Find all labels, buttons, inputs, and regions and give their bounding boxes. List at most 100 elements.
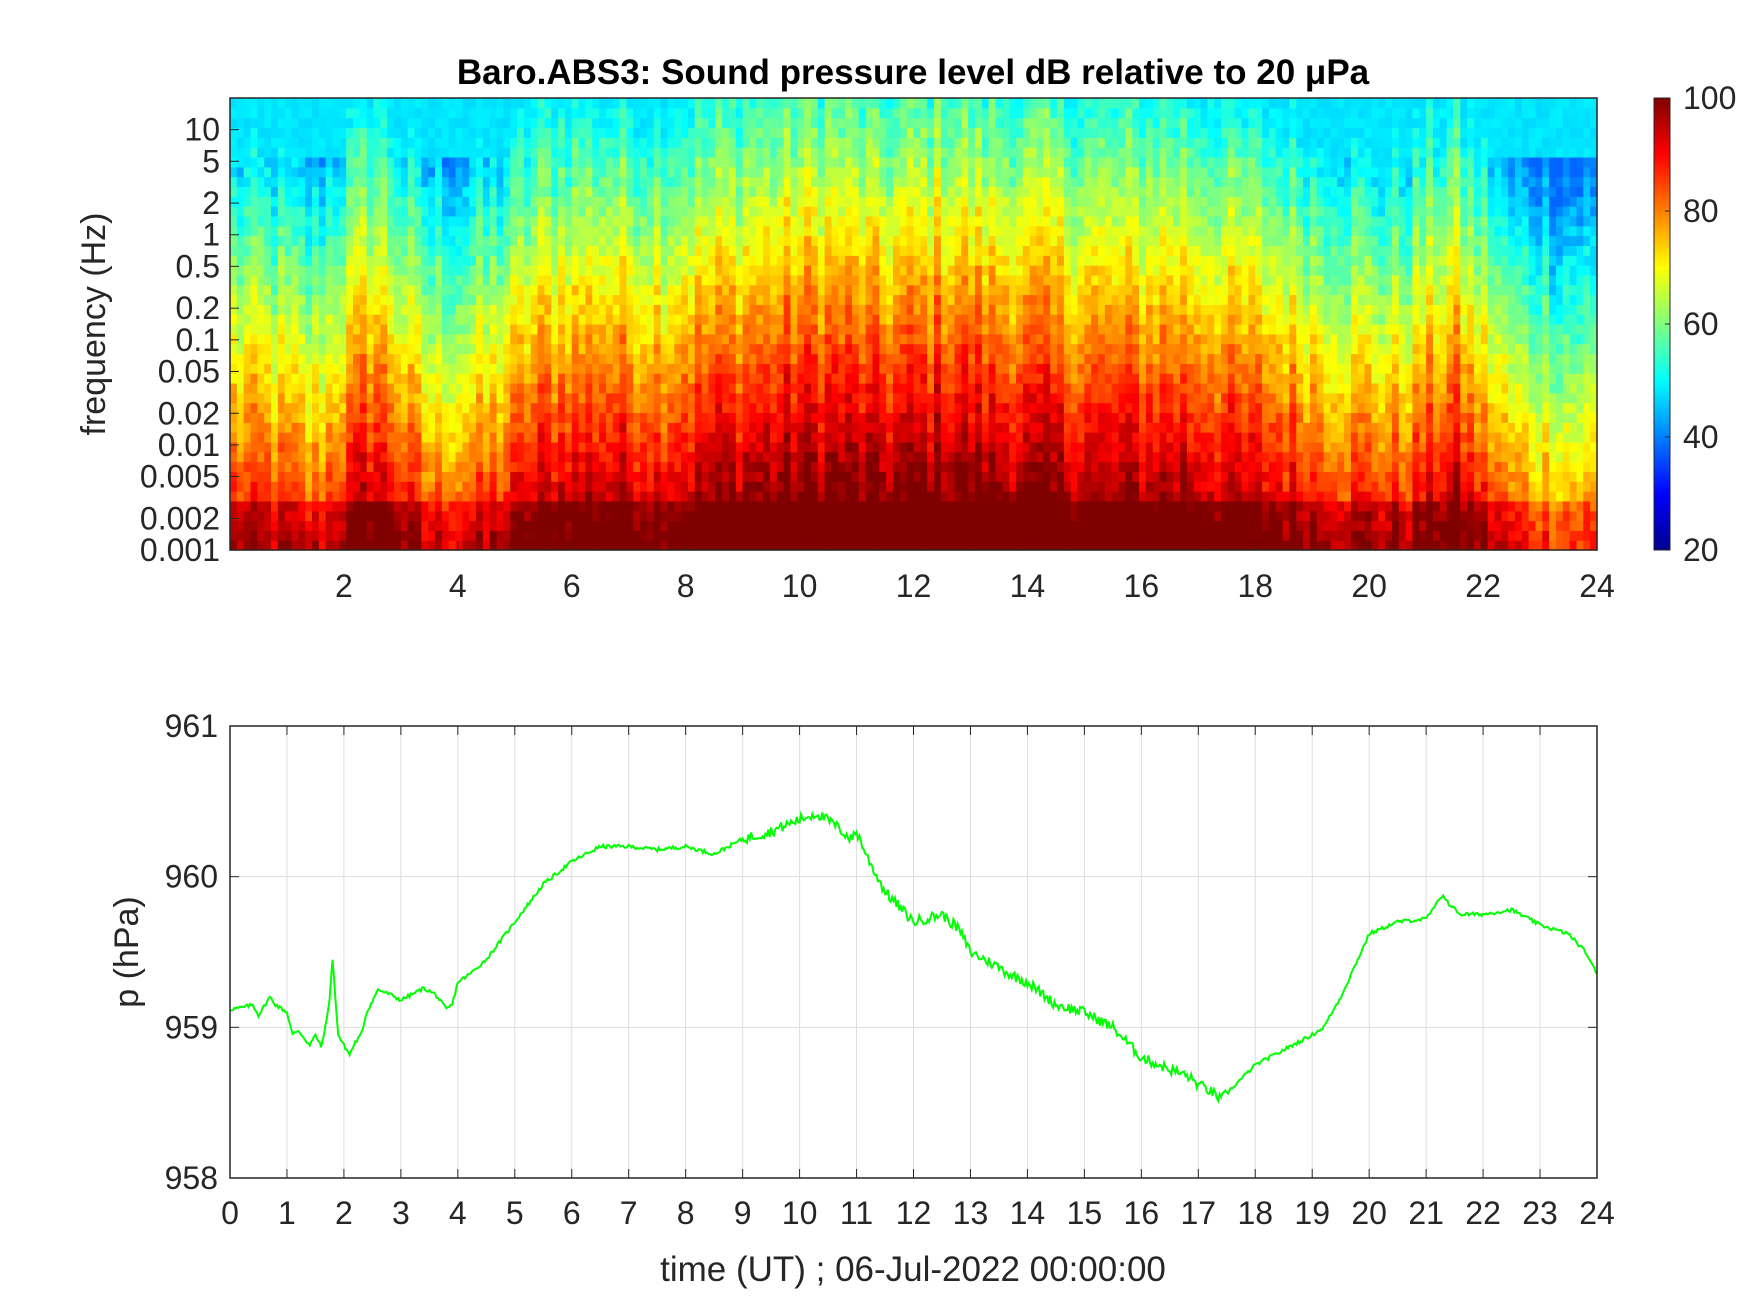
spectrogram-cell (325, 186, 334, 197)
spectrogram-cell (763, 530, 771, 541)
spectrogram-cell (250, 382, 258, 394)
spectrogram-cell (810, 392, 819, 404)
spectrogram-cell (633, 176, 641, 188)
spectrogram-cell (325, 225, 334, 237)
spectrogram-cell (694, 441, 703, 453)
spectrogram-cell (769, 314, 778, 325)
spectrogram-cell (359, 284, 368, 296)
spectrogram-cell (236, 540, 245, 551)
spectrogram-cell (264, 353, 272, 364)
spectrogram-cell (537, 176, 546, 188)
spectrogram-cell (681, 481, 689, 492)
spectrogram-cell (318, 225, 327, 237)
spectrogram-cell (407, 500, 416, 512)
spectrogram-cell (469, 441, 477, 453)
spectrogram-cell (298, 314, 306, 325)
spectrogram-cell (551, 156, 559, 168)
spectrogram-cell (845, 441, 853, 453)
spectrogram-cell (831, 117, 839, 129)
spectrogram-cell (503, 196, 511, 207)
spectrogram-cell (571, 382, 580, 394)
spectrogram-cell (353, 147, 361, 158)
spectrogram-cell (400, 186, 409, 197)
spectrogram-cell (482, 265, 491, 276)
spectrogram-cell (619, 520, 628, 531)
spectrogram-cell (851, 333, 860, 345)
spectrogram-cell (660, 491, 669, 502)
spectrogram-cell (619, 333, 628, 345)
spectrogram-cell (564, 186, 573, 197)
spectrogram-cell (927, 343, 935, 355)
spectrogram-cell (790, 196, 798, 207)
spectrogram-cell (359, 147, 368, 158)
spectrogram-cell (277, 284, 286, 296)
spectrogram-cell (763, 166, 771, 178)
spectrogram-cell (435, 196, 443, 207)
spectrogram-cell (920, 274, 928, 286)
spectrogram-cell (893, 333, 901, 345)
spectrogram-cell (715, 363, 723, 374)
spectrogram-cell (366, 196, 375, 207)
spectrogram-cell (934, 235, 942, 246)
spectrogram-cell (954, 353, 962, 364)
spectrogram-cell (264, 471, 272, 482)
spectrogram-cell (817, 491, 826, 502)
spectrogram-cell (790, 412, 798, 423)
spectrogram-cell (824, 451, 833, 463)
spectrogram-cell (243, 156, 252, 168)
spectrogram-cell (906, 274, 915, 286)
spectrogram-cell (558, 491, 566, 502)
spectrogram-cell (496, 520, 504, 531)
spectrogram-cell (735, 98, 744, 109)
spectrogram-cell (387, 196, 395, 207)
spectrogram-cell (646, 353, 655, 364)
spectrogram-cell (646, 402, 655, 414)
spectrogram-cell (230, 176, 238, 188)
spectrogram-cell (947, 206, 956, 217)
spectrogram-cell (612, 540, 621, 551)
spectrogram-cell (277, 206, 286, 217)
spectrogram-cell (742, 481, 751, 492)
spectrogram-cell (633, 500, 641, 512)
spectrogram-cell (236, 343, 245, 355)
spectrogram-cell (687, 461, 696, 472)
spectrogram-cell (961, 294, 969, 305)
spectrogram-cell (646, 304, 655, 315)
spectrogram-cell (236, 196, 245, 207)
spectrogram-cell (428, 510, 436, 522)
spectrogram-cell (920, 156, 928, 168)
spectrogram-cell (920, 451, 928, 463)
spectrogram-cell (954, 225, 962, 237)
spectrogram-cell (906, 304, 915, 315)
spectrogram-cell (428, 382, 436, 394)
spectrogram-cell (824, 245, 833, 256)
spectrogram-cell (920, 520, 928, 531)
spectrogram-cell (578, 245, 587, 256)
spectrogram-cell (708, 225, 716, 237)
spectrogram-cell (749, 274, 757, 286)
spectrogram-cell (640, 206, 648, 217)
spectrogram-cell (551, 107, 559, 119)
spectrogram-cell (681, 471, 689, 482)
spectrogram-cell (400, 206, 409, 217)
spectrogram-cell (489, 304, 498, 315)
spectrogram-cell (489, 176, 498, 188)
spectrogram-cell (394, 235, 402, 246)
spectrogram-cell (906, 451, 915, 463)
spectrogram-cell (640, 196, 648, 207)
spectrogram-cell (510, 402, 518, 414)
spectrogram-cell (667, 166, 675, 178)
spectrogram-cell (694, 314, 703, 325)
spectrogram-cell (455, 540, 463, 551)
spectrogram-cell (544, 441, 552, 453)
spectrogram-cell (551, 137, 559, 148)
spectrogram-cell (886, 196, 894, 207)
spectrogram-cell (312, 500, 320, 512)
spectrogram-cell (243, 137, 252, 148)
spectrogram-cell (640, 225, 648, 237)
spectrogram-cell (291, 98, 299, 109)
spectrogram-cell (394, 422, 402, 433)
spectrogram-cell (653, 166, 662, 178)
spectrogram-cell (236, 304, 245, 315)
